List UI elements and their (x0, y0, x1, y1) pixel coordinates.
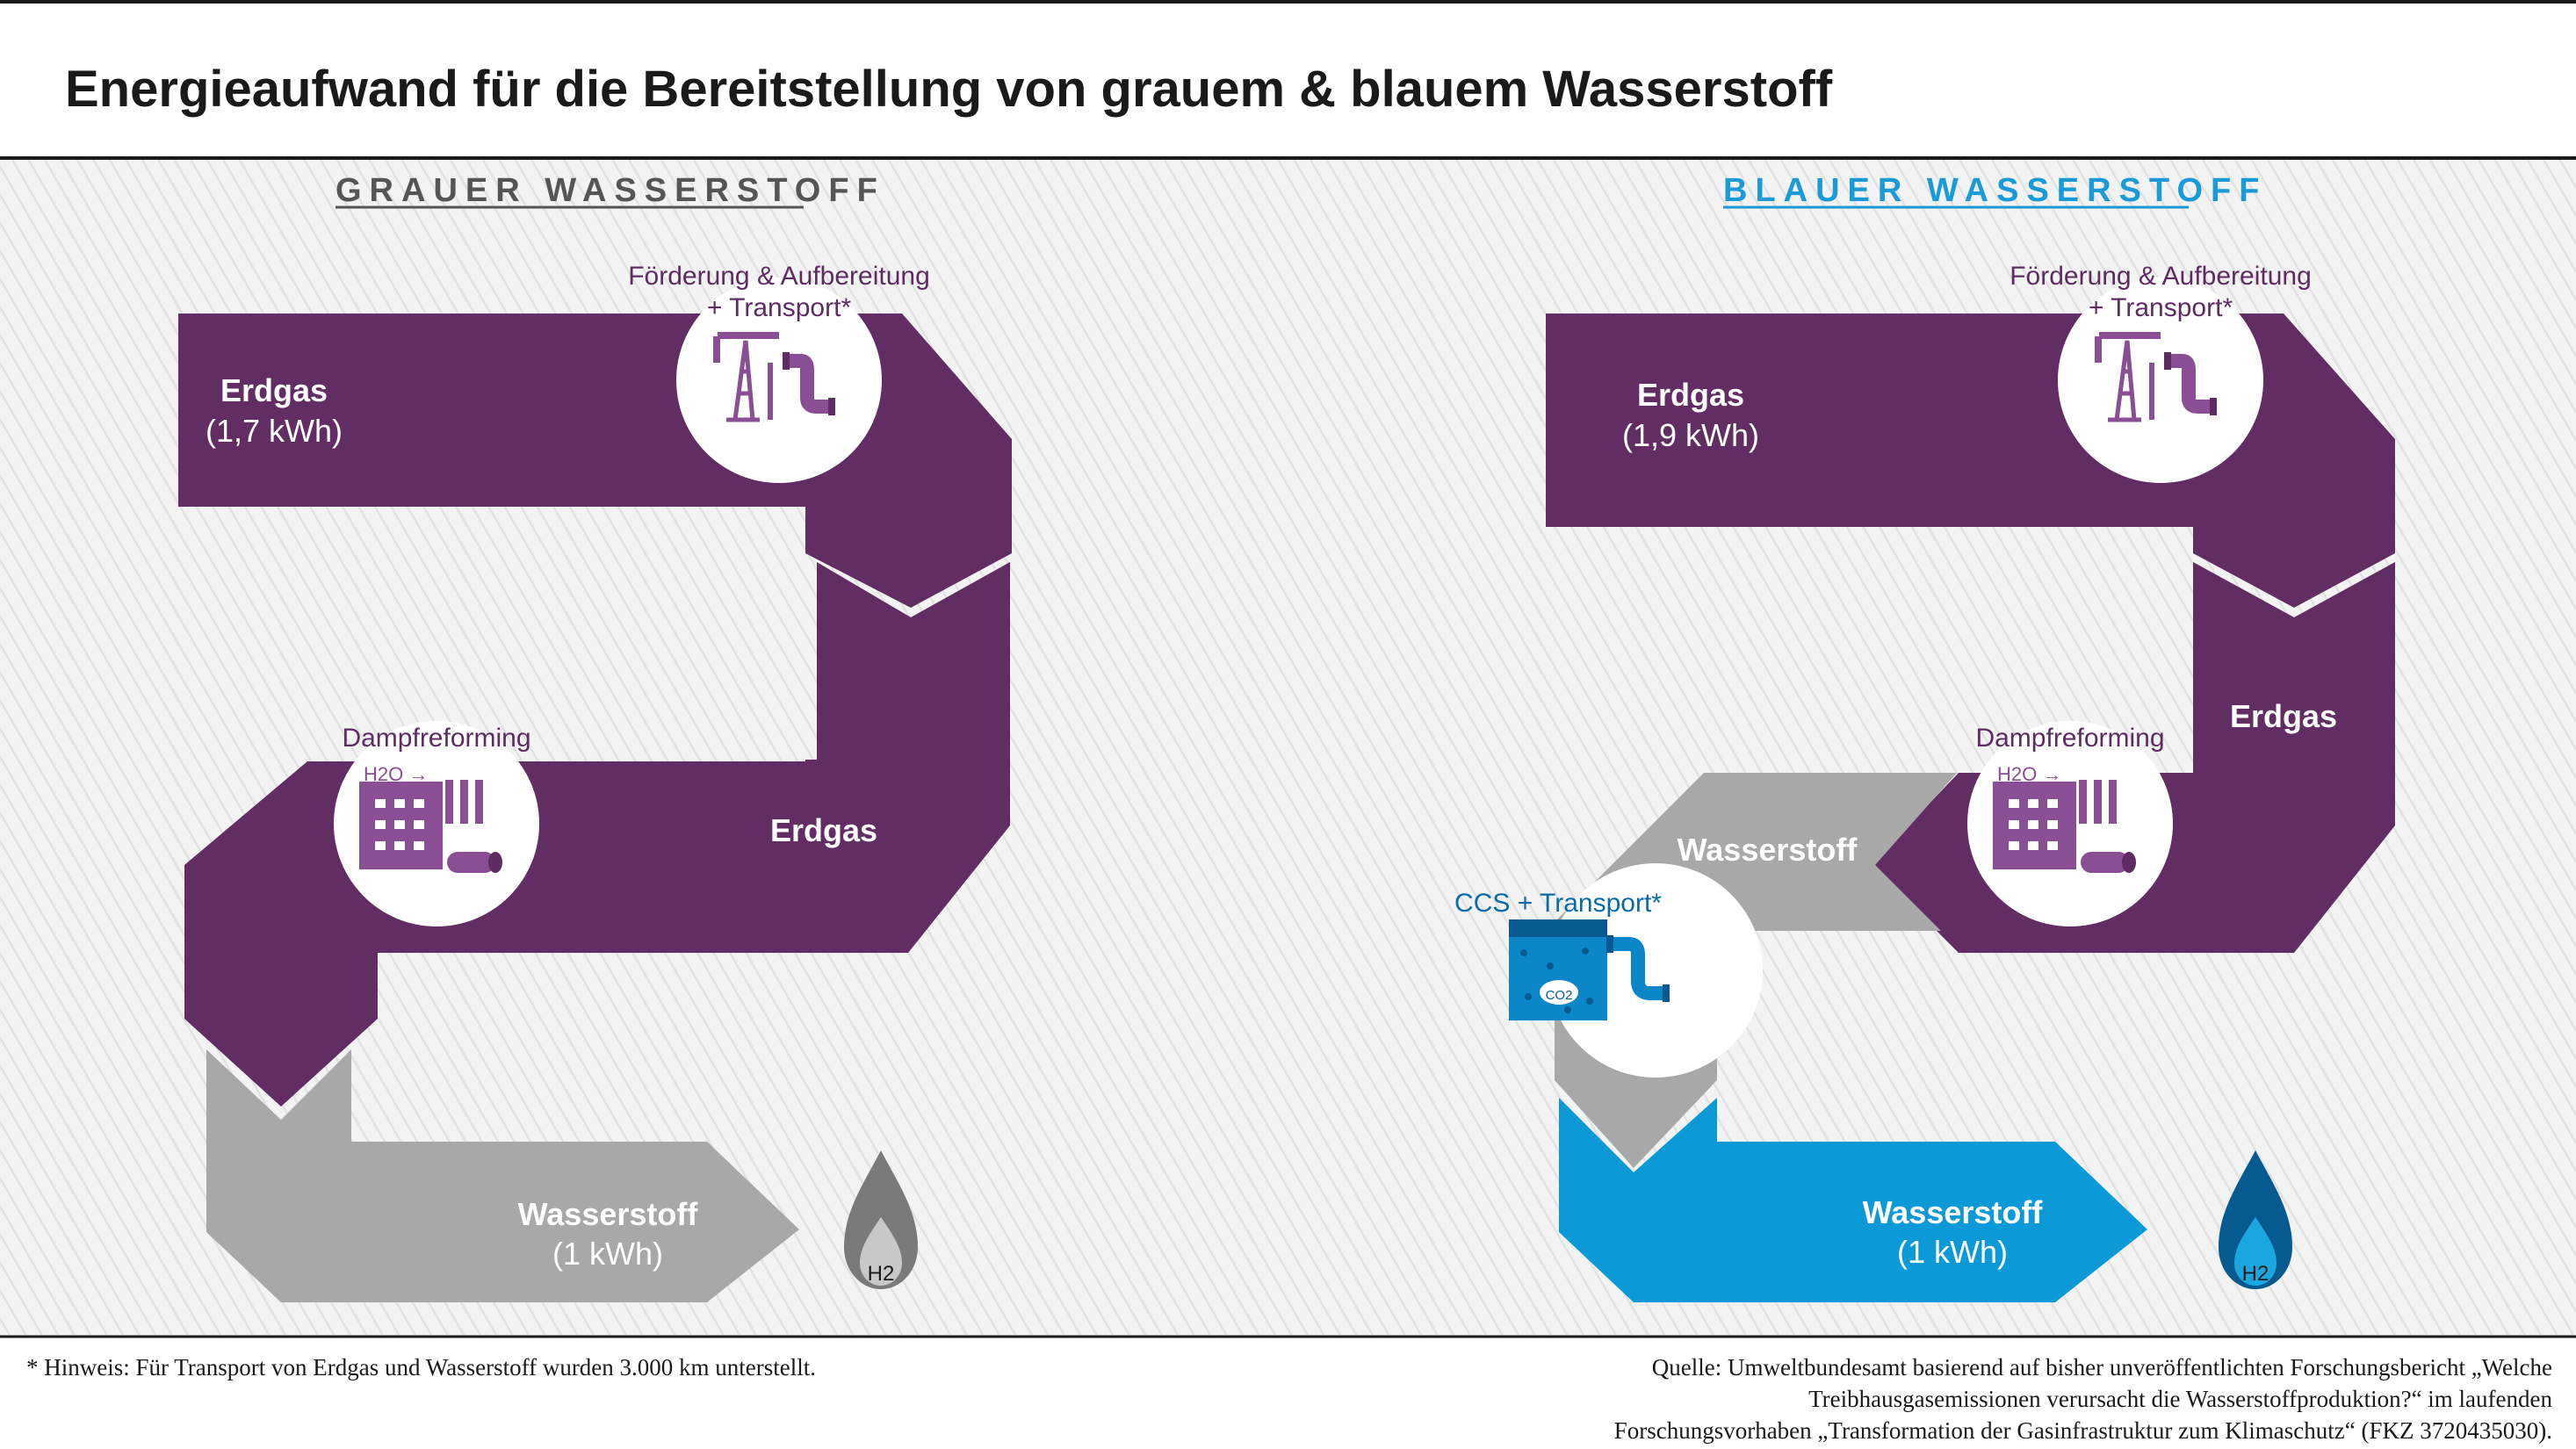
blau-dampf-label: Dampfreforming (1975, 724, 2164, 753)
footer-note: * Hinweis: Für Transport von Erdgas und … (26, 1354, 816, 1381)
blau-wasserstoff-blue-flow (1559, 1098, 2147, 1302)
grau-dampf-label: Dampfreforming (342, 724, 530, 753)
grau-wasserstoff-value: (1 kWh) (552, 1236, 663, 1272)
grau-wasserstoff-label: Wasserstoff (518, 1196, 699, 1232)
footer-source-2: Treibhausgasemissionen verursacht die Wa… (1808, 1386, 2552, 1412)
grau-heading: GRAUER WASSERSTOFF (336, 172, 885, 209)
blau-foerderung-label-2: + Transport* (2089, 293, 2233, 322)
grau-foerderung-label-1: Förderung & Aufbereitung (628, 262, 930, 291)
footer-source-3: Forschungsvorhaben „Transformation der G… (1614, 1417, 2552, 1444)
grau-drop-label: H2 (868, 1262, 895, 1286)
grau-hydrogen-drop-icon (844, 1150, 918, 1289)
blau-panel: BLAUER WASSERSTOFF Förderung & Aufbereit… (1454, 172, 2395, 1302)
grau-erdgas-right-column (805, 562, 1010, 953)
grau-erdgas-value: (1,7 kWh) (206, 413, 343, 449)
grau-erdgas-label: Erdgas (220, 372, 328, 408)
blau-hydrogen-drop-icon (2219, 1150, 2292, 1289)
header-band (0, 0, 2576, 158)
grau-h2o-label: H2O → (364, 763, 428, 785)
blau-foerderung-circle (2058, 278, 2263, 483)
blau-drop-label: H2 (2242, 1262, 2269, 1286)
grau-wasserstoff-arrow (206, 1049, 799, 1302)
blau-co2-label: CO2 (1546, 988, 1573, 1003)
blau-wasserstoff-gray-label: Wasserstoff (1678, 832, 1858, 868)
footer-band (0, 1337, 2576, 1449)
blau-erdgas2-label: Erdgas (2230, 698, 2337, 734)
grau-foerderung-circle (676, 278, 882, 483)
blau-co2-storage-pipe-icon (1509, 919, 1670, 1020)
grau-erdgas2-label: Erdgas (770, 812, 877, 848)
grau-oil-pump-pipe-icon (713, 332, 835, 422)
blau-foerderung-label-1: Förderung & Aufbereitung (2010, 262, 2312, 291)
grau-panel: GRAUER WASSERSTOFF Förderung & Aufbereit… (178, 172, 1012, 1302)
blau-erdgas-label: Erdgas (1637, 377, 1744, 413)
blau-ccs-circle (1548, 863, 1763, 1078)
blau-heading: BLAUER WASSERSTOFF (1723, 172, 2267, 209)
page-title: Energieaufwand für die Bereitstellung vo… (65, 61, 1833, 118)
blau-factory-icon (1993, 780, 2136, 873)
blau-wasserstoff-blue-arrow (1559, 1098, 2147, 1302)
blau-erdgas-value: (1,9 kWh) (1622, 417, 1759, 453)
grau-wasserstoff-flow (206, 1049, 799, 1302)
blau-oil-pump-pipe-icon (2095, 332, 2217, 422)
blau-wasserstoff-value: (1 kWh) (1897, 1234, 2008, 1270)
blau-ccs-label: CCS + Transport* (1454, 889, 1662, 918)
footer-source-1: Quelle: Umweltbundesamt basierend auf bi… (1652, 1354, 2552, 1381)
blau-wasserstoff-label: Wasserstoff (1863, 1194, 2044, 1230)
blau-h2o-label: H2O → (1997, 763, 2061, 785)
grau-factory-icon (359, 780, 502, 873)
grau-foerderung-label-2: + Transport* (707, 293, 852, 322)
